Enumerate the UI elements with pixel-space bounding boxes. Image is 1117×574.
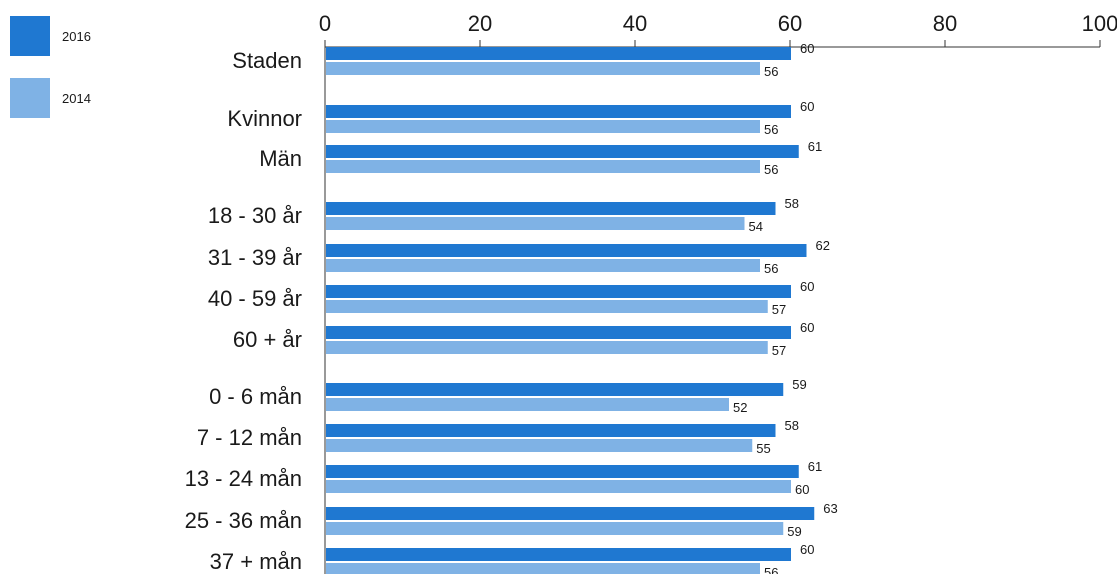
- bar-2016: [326, 548, 791, 561]
- data-label-2016: 60: [800, 320, 814, 335]
- legend: 2016 2014: [10, 16, 91, 118]
- bar-2016: [326, 326, 791, 339]
- data-label-2014: 56: [764, 64, 778, 79]
- bar-2014: [326, 300, 768, 313]
- bar-2014: [326, 217, 745, 230]
- x-tick-label: 0: [319, 11, 331, 36]
- bars: 60 56 60 56 61 56 58 54 62 56 60 57 60 57 59 52 58 55 61 60…: [326, 41, 838, 574]
- x-tick-label: 20: [468, 11, 492, 36]
- bar-2016: [326, 105, 791, 118]
- data-label-2016: 63: [823, 501, 837, 516]
- category-label: 40 - 59 år: [208, 286, 302, 311]
- category-label: 18 - 30 år: [208, 203, 302, 228]
- data-label-2014: 57: [772, 302, 786, 317]
- bar-2016: [326, 507, 815, 520]
- data-label-2016: 61: [808, 139, 822, 154]
- data-label-2016: 60: [800, 279, 814, 294]
- bar-2016: [326, 285, 791, 298]
- category-label: 7 - 12 mån: [197, 425, 302, 450]
- category-label: 0 - 6 mån: [209, 384, 302, 409]
- bar-2014: [326, 563, 760, 574]
- data-label-2016: 60: [800, 41, 814, 56]
- data-label-2014: 54: [749, 219, 763, 234]
- category-label: Kvinnor: [227, 106, 302, 131]
- data-label-2016: 60: [800, 99, 814, 114]
- data-label-2016: 58: [785, 418, 799, 433]
- bar-2016: [326, 47, 791, 60]
- bar-2014: [326, 341, 768, 354]
- x-tick-label: 60: [778, 11, 802, 36]
- category-label: Staden: [232, 48, 302, 73]
- x-axis: 0 20 40 60 80 100: [319, 11, 1117, 48]
- bar-2014: [326, 120, 760, 133]
- data-label-2016: 59: [792, 377, 806, 392]
- data-label-2014: 56: [764, 122, 778, 137]
- data-label-2016: 60: [800, 542, 814, 557]
- bar-2016: [326, 202, 776, 215]
- category-label: 13 - 24 mån: [185, 466, 302, 491]
- data-label-2014: 56: [764, 162, 778, 177]
- data-label-2014: 59: [787, 524, 801, 539]
- data-label-2014: 55: [756, 441, 770, 456]
- bar-2016: [326, 244, 807, 257]
- legend-label-2014: 2014: [62, 91, 91, 106]
- bar-2016: [326, 145, 799, 158]
- data-label-2016: 61: [808, 459, 822, 474]
- data-label-2016: 62: [816, 238, 830, 253]
- data-label-2014: 57: [772, 343, 786, 358]
- data-label-2014: 52: [733, 400, 747, 415]
- category-label: 31 - 39 år: [208, 245, 302, 270]
- y-axis: Staden Kvinnor Män 18 - 30 år 31 - 39 år 40 -…: [185, 47, 326, 574]
- bar-2016: [326, 465, 799, 478]
- bar-2016: [326, 383, 784, 396]
- bar-2014: [326, 62, 760, 75]
- bar-2014: [326, 160, 760, 173]
- category-label: Män: [259, 146, 302, 171]
- data-label-2016: 58: [785, 196, 799, 211]
- bar-2014: [326, 480, 791, 493]
- bar-2016: [326, 424, 776, 437]
- x-tick-label: 100: [1082, 11, 1117, 36]
- legend-label-2016: 2016: [62, 29, 91, 44]
- x-tick-label: 80: [933, 11, 957, 36]
- category-label: 25 - 36 mån: [185, 508, 302, 533]
- bar-2014: [326, 398, 729, 411]
- category-label: 60 + år: [233, 327, 302, 352]
- data-label-2014: 60: [795, 482, 809, 497]
- bar-2014: [326, 439, 753, 452]
- legend-swatch-2014: [10, 78, 50, 118]
- data-label-2014: 56: [764, 565, 778, 574]
- x-tick-label: 40: [623, 11, 647, 36]
- legend-swatch-2016: [10, 16, 50, 56]
- category-label: 37 + mån: [210, 549, 302, 574]
- data-label-2014: 56: [764, 261, 778, 276]
- bar-2014: [326, 259, 760, 272]
- bar-2014: [326, 522, 784, 535]
